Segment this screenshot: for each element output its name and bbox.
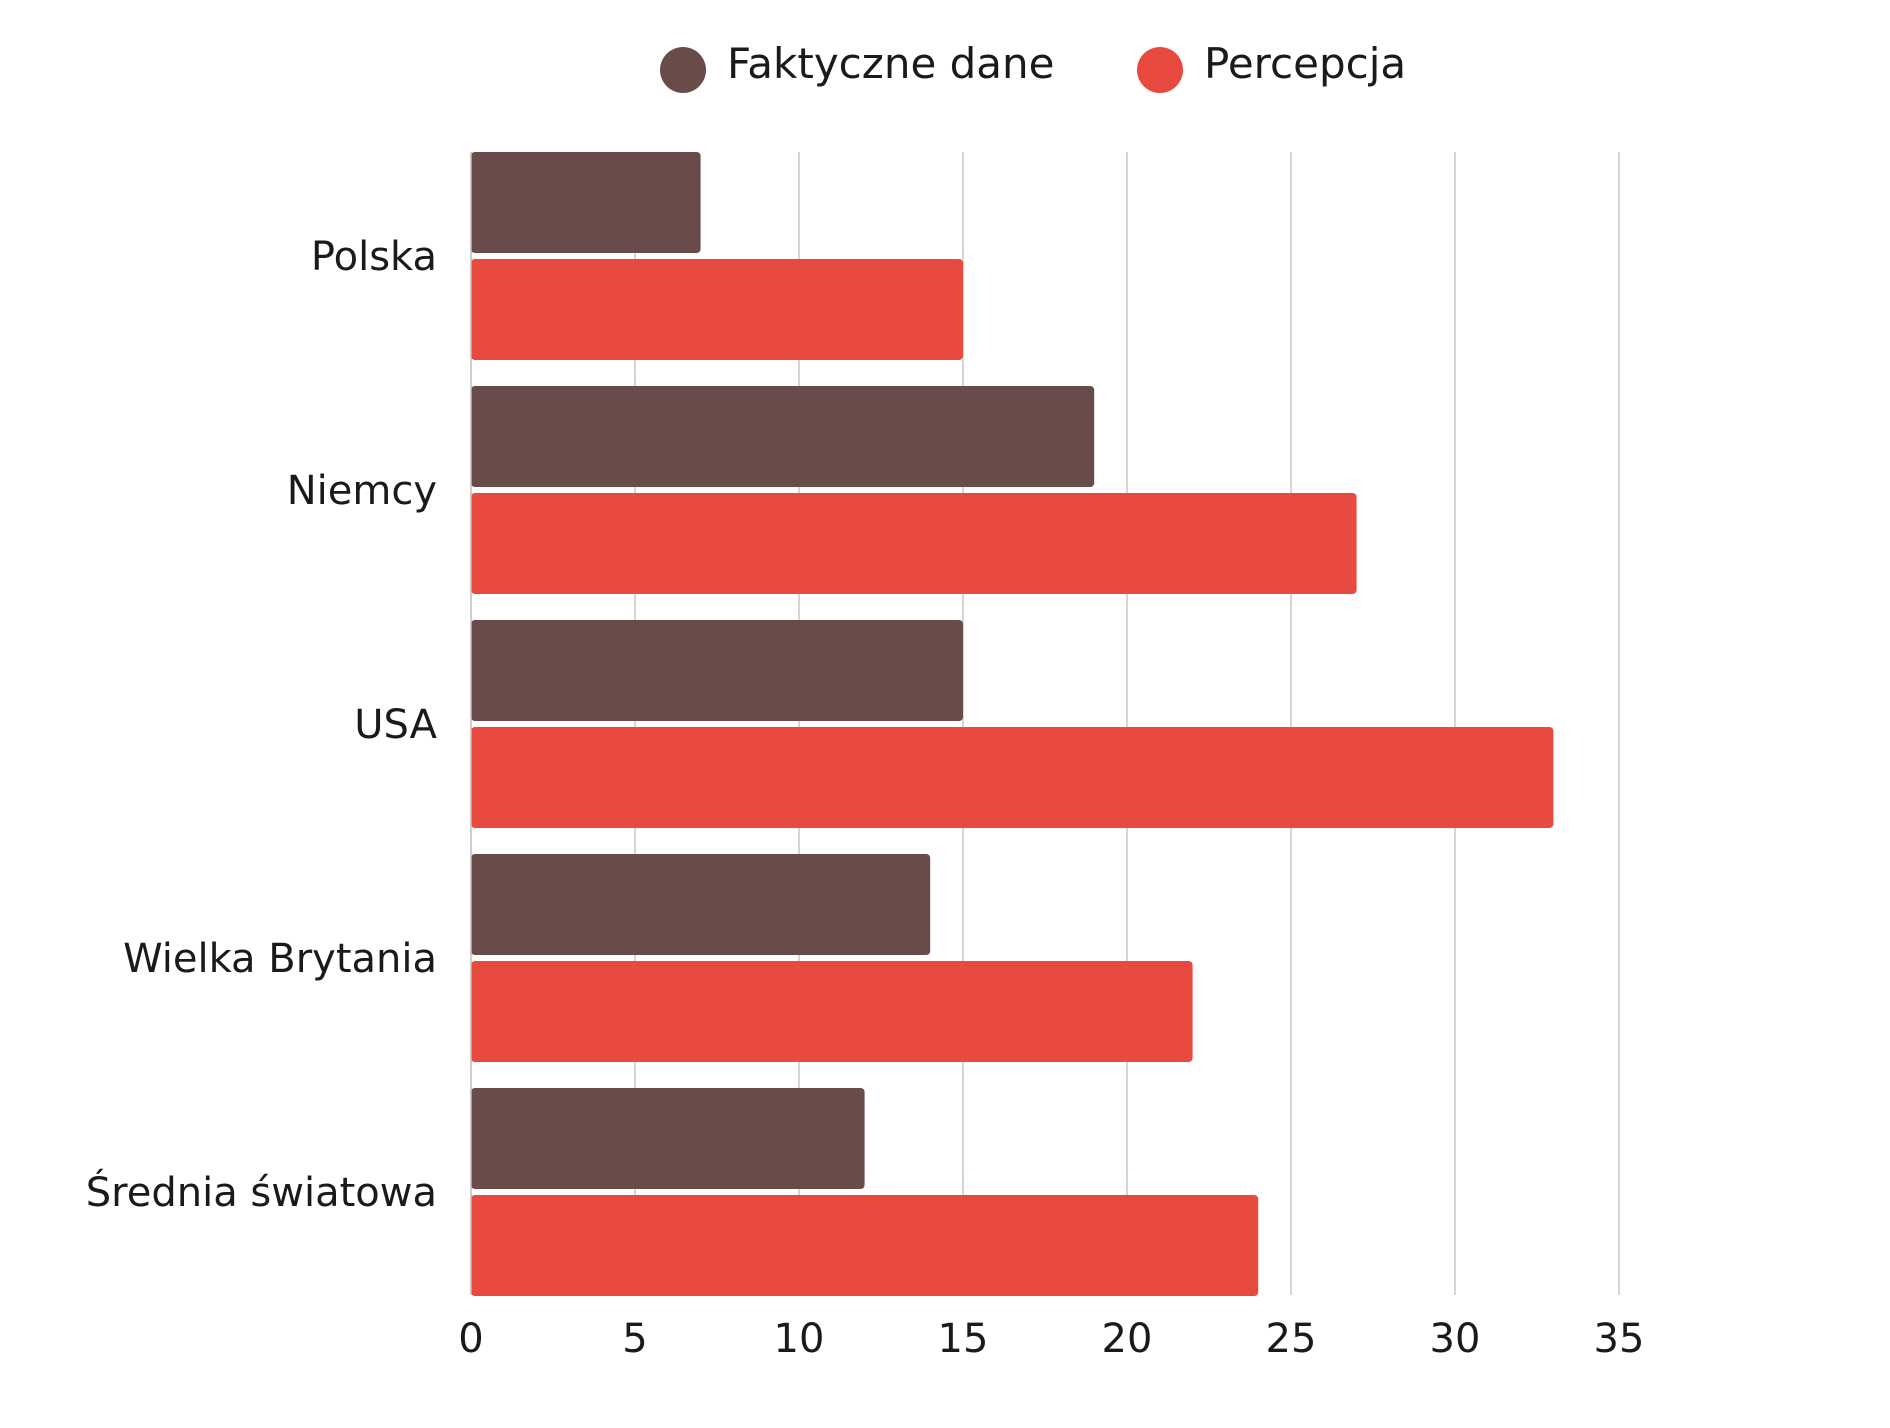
legend-label: Faktyczne dane	[727, 39, 1055, 88]
x-tick-label: 10	[774, 1316, 825, 1362]
bar-faktyczne-dane	[471, 620, 963, 721]
bar-percepcja	[471, 961, 1193, 1062]
bar-percepcja	[471, 259, 963, 360]
bar-faktyczne-dane	[471, 152, 701, 253]
category-label: Niemcy	[287, 468, 437, 514]
x-tick-label: 35	[1594, 1316, 1645, 1362]
bar-faktyczne-dane	[471, 1088, 865, 1189]
x-tick-label: 20	[1102, 1316, 1153, 1362]
legend-label: Percepcja	[1204, 39, 1406, 88]
x-tick-label: 5	[622, 1316, 647, 1362]
x-tick-label: 25	[1266, 1316, 1317, 1362]
bar-percepcja	[471, 1195, 1259, 1296]
bar-faktyczne-dane	[471, 854, 931, 955]
bar-percepcja	[471, 493, 1357, 594]
legend-marker	[1137, 47, 1183, 93]
category-label: Polska	[311, 234, 437, 280]
x-axis: 0 5 10 15 20 25 30 35	[458, 1316, 1644, 1362]
bar-percepcja	[471, 727, 1554, 828]
legend-marker	[660, 47, 706, 93]
y-axis: Polska Niemcy USA Wielka Brytania Średnia św…	[86, 152, 472, 1295]
bar-faktyczne-dane	[471, 386, 1095, 487]
category-label: Średnia światowa	[86, 1168, 437, 1216]
category-label: Wielka Brytania	[123, 936, 437, 982]
bars	[471, 152, 1554, 1296]
x-tick-label: 15	[938, 1316, 989, 1362]
x-tick-label: 30	[1430, 1316, 1481, 1362]
category-label: USA	[354, 702, 437, 748]
x-tick-label: 0	[458, 1316, 483, 1362]
legend: Faktyczne dane Percepcja	[660, 39, 1406, 93]
